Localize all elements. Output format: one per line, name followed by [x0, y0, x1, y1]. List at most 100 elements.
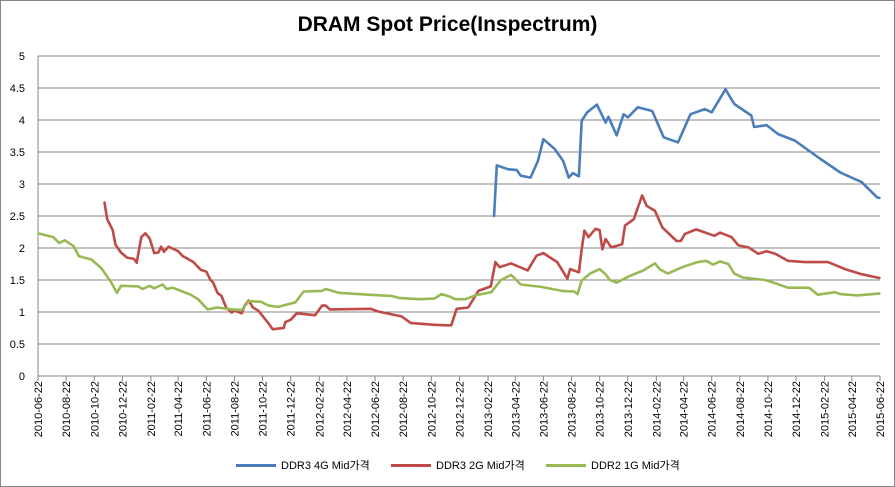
data-point [498, 266, 501, 269]
x-tick-label: 2010-06-22 [33, 381, 45, 437]
chart-title: DRAM Spot Price(Inspectrum) [297, 13, 598, 36]
y-tick-label: 0 [19, 371, 25, 383]
data-point [490, 285, 492, 288]
x-tick-label: 2015-02-22 [820, 381, 832, 437]
data-point [608, 279, 611, 281]
data-point [747, 246, 750, 249]
data-point [120, 251, 122, 254]
data-point [662, 136, 665, 139]
data-point [733, 272, 736, 275]
data-point [786, 260, 789, 262]
legend-swatch [236, 463, 276, 467]
data-point [337, 292, 340, 294]
data-point [684, 233, 686, 235]
data-point [148, 237, 151, 240]
data-point [535, 254, 538, 257]
data-point [615, 281, 618, 284]
data-point [658, 268, 661, 270]
data-point [241, 309, 243, 311]
data-point [295, 312, 298, 315]
data-point [252, 306, 254, 309]
data-point [137, 285, 139, 288]
legend-label: DDR2 1G Mid가격 [591, 460, 680, 472]
data-point [764, 279, 766, 281]
data-point [519, 283, 522, 286]
x-tick-label: 2015-04-22 [847, 381, 859, 437]
y-tick-label: 4.5 [10, 83, 25, 95]
legend-item-ddr2-1g: DDR2 1G Mid가격 [546, 457, 680, 473]
data-point [856, 294, 859, 297]
data-point [454, 298, 457, 301]
data-point [181, 254, 184, 257]
data-point [450, 324, 452, 327]
data-point [171, 286, 174, 289]
data-point [216, 306, 219, 309]
data-point [827, 261, 829, 263]
data-point [686, 264, 689, 267]
data-point [675, 240, 678, 242]
y-tick-label: 3 [19, 179, 25, 191]
x-tick-label: 2012-12-22 [454, 381, 466, 437]
data-point [727, 263, 730, 265]
data-point [474, 294, 476, 297]
x-tick-label: 2011-10-22 [258, 381, 270, 436]
data-point [477, 290, 480, 292]
data-point [834, 291, 836, 293]
data-point [464, 298, 467, 301]
data-point [294, 301, 297, 304]
data-point [578, 175, 580, 178]
y-tick-label: 5 [19, 51, 25, 63]
data-point [510, 274, 512, 276]
data-point [561, 290, 563, 292]
data-point [587, 236, 590, 238]
data-point [90, 258, 93, 261]
data-point [578, 271, 580, 274]
x-tick-label: 2011-06-22 [201, 381, 213, 436]
y-tick-label: 2.5 [10, 211, 25, 223]
x-tick-label: 2012-08-22 [398, 381, 410, 437]
data-point [679, 240, 682, 242]
x-tick-label: 2014-10-22 [763, 381, 775, 437]
data-point [212, 281, 215, 284]
data-point [695, 228, 697, 231]
x-tick-label: 2012-02-22 [314, 381, 326, 437]
data-point [321, 304, 323, 307]
data-point [642, 269, 645, 272]
x-tick-label: 2012-06-22 [370, 381, 382, 437]
x-tick-label: 2013-10-22 [595, 381, 607, 437]
data-point [651, 110, 654, 112]
data-point [433, 297, 435, 300]
data-point [260, 300, 262, 303]
x-tick-label: 2015-06-22 [875, 381, 887, 437]
series-line-2 [37, 232, 881, 312]
data-point [542, 138, 545, 140]
x-tick-label: 2011-12-22 [286, 381, 298, 436]
data-point [844, 268, 846, 270]
data-point [553, 148, 556, 150]
data-point [573, 290, 576, 293]
data-point [163, 251, 165, 253]
data-point [271, 328, 274, 331]
data-point [793, 139, 796, 142]
data-point [580, 119, 583, 122]
x-tick-label: 2011-08-22 [229, 381, 241, 436]
data-point [205, 270, 208, 273]
data-point [192, 261, 195, 263]
data-point [879, 197, 881, 199]
data-point [52, 236, 55, 238]
y-tick-label: 1 [19, 307, 25, 319]
data-point [440, 293, 443, 295]
data-point [879, 292, 881, 295]
data-point [490, 291, 493, 293]
data-point [596, 103, 598, 106]
data-point [390, 295, 393, 297]
data-point [433, 324, 435, 326]
data-point [567, 176, 570, 179]
data-point [78, 255, 80, 258]
data-point [126, 256, 128, 259]
data-point [542, 252, 545, 254]
data-point [724, 88, 727, 91]
data-point [206, 308, 209, 311]
data-point [140, 236, 143, 238]
data-point [160, 245, 162, 248]
